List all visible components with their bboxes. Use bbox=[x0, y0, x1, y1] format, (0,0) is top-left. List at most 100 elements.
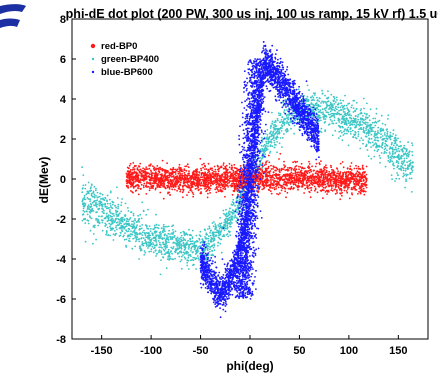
scatter-point-green-bp400 bbox=[133, 225, 136, 228]
scatter-point-green-bp400 bbox=[355, 122, 358, 124]
scatter-point-red-bp0 bbox=[149, 164, 152, 167]
scatter-point-green-bp400 bbox=[222, 209, 225, 212]
scatter-point-green-bp400 bbox=[228, 210, 231, 213]
scatter-point-red-bp0 bbox=[261, 169, 264, 172]
scatter-point-green-bp400 bbox=[169, 257, 172, 260]
scatter-point-green-bp400 bbox=[140, 217, 143, 220]
scatter-point-green-bp400 bbox=[108, 222, 111, 225]
scatter-point-green-bp400 bbox=[283, 117, 286, 120]
scatter-point-green-bp400 bbox=[293, 132, 295, 135]
scatter-point-green-bp400 bbox=[104, 205, 107, 208]
scatter-point-red-bp0 bbox=[327, 179, 329, 182]
scatter-point-green-bp400 bbox=[405, 180, 407, 183]
scatter-point-green-bp400 bbox=[109, 229, 112, 232]
scatter-point-green-bp400 bbox=[316, 104, 319, 107]
scatter-point-green-bp400 bbox=[191, 242, 194, 245]
scatter-point-green-bp400 bbox=[139, 228, 142, 231]
scatter-point-green-bp400 bbox=[100, 198, 102, 200]
scatter-point-green-bp400 bbox=[220, 222, 223, 225]
scatter-point-green-bp400 bbox=[334, 129, 337, 132]
scatter-point-green-bp400 bbox=[154, 236, 156, 239]
scatter-point-red-bp0 bbox=[308, 191, 311, 194]
scatter-point-green-bp400 bbox=[109, 234, 111, 237]
scatter-point-green-bp400 bbox=[176, 240, 179, 243]
scatter-point-green-bp400 bbox=[226, 215, 229, 218]
scatter-point-red-bp0 bbox=[228, 166, 231, 169]
scatter-point-green-bp400 bbox=[112, 239, 115, 241]
scatter-point-green-bp400 bbox=[387, 154, 390, 157]
scatter-point-green-bp400 bbox=[167, 241, 170, 244]
scatter-point-green-bp400 bbox=[333, 119, 336, 122]
scatter-point-green-bp400 bbox=[374, 117, 377, 120]
scatter-point-green-bp400 bbox=[210, 245, 213, 248]
scatter-point-green-bp400 bbox=[316, 96, 318, 99]
scatter-point-red-bp0 bbox=[302, 181, 305, 183]
scatter-point-green-bp400 bbox=[207, 240, 210, 242]
scatter-point-green-bp400 bbox=[139, 249, 142, 252]
scatter-point-green-bp400 bbox=[211, 231, 214, 234]
scatter-point-green-bp400 bbox=[105, 223, 107, 226]
scatter-point-green-bp400 bbox=[366, 102, 368, 105]
scatter-point-red-bp0 bbox=[215, 191, 218, 194]
scatter-point-red-bp0 bbox=[290, 171, 293, 174]
scatter-point-green-bp400 bbox=[405, 174, 408, 177]
scatter-point-red-bp0 bbox=[317, 170, 320, 173]
scatter-point-green-bp400 bbox=[402, 162, 405, 164]
scatter-point-green-bp400 bbox=[86, 192, 89, 195]
scatter-point-green-bp400 bbox=[360, 112, 362, 115]
scatter-point-red-bp0 bbox=[196, 187, 198, 190]
scatter-point-green-bp400 bbox=[231, 201, 234, 203]
scatter-point-green-bp400 bbox=[271, 145, 274, 148]
scatter-point-green-bp400 bbox=[401, 160, 403, 163]
scatter-point-green-bp400 bbox=[352, 107, 355, 109]
scatter-point-red-bp0 bbox=[278, 170, 281, 172]
scatter-point-red-bp0 bbox=[351, 188, 354, 191]
scatter-point-red-bp0 bbox=[315, 178, 318, 181]
scatter-point-green-bp400 bbox=[166, 246, 168, 249]
scatter-point-green-bp400 bbox=[82, 203, 84, 206]
scatter-point-green-bp400 bbox=[411, 142, 413, 145]
scatter-point-green-bp400 bbox=[342, 115, 344, 117]
scatter-point-red-bp0 bbox=[230, 164, 233, 167]
scatter-point-green-bp400 bbox=[354, 131, 356, 133]
scatter-point-red-bp0 bbox=[132, 167, 135, 169]
scatter-point-green-bp400 bbox=[345, 117, 348, 120]
scatter-point-green-bp400 bbox=[143, 242, 146, 245]
scatter-point-red-bp0 bbox=[265, 185, 268, 188]
scatter-point-green-bp400 bbox=[97, 224, 100, 227]
scatter-point-red-bp0 bbox=[234, 183, 236, 185]
scatter-point-green-bp400 bbox=[367, 132, 370, 135]
scatter-point-red-bp0 bbox=[148, 173, 151, 176]
scatter-point-green-bp400 bbox=[162, 223, 165, 226]
scatter-point-red-bp0 bbox=[347, 170, 350, 173]
scatter-point-red-bp0 bbox=[290, 185, 293, 188]
scatter-point-green-bp400 bbox=[181, 245, 183, 247]
scatter-point-green-bp400 bbox=[376, 150, 379, 153]
scatter-point-red-bp0 bbox=[207, 192, 209, 195]
scatter-point-green-bp400 bbox=[224, 225, 227, 228]
scatter-point-red-bp0 bbox=[185, 169, 188, 172]
scatter-point-green-bp400 bbox=[124, 202, 127, 205]
scatter-point-green-bp400 bbox=[183, 253, 186, 255]
scatter-point-red-bp0 bbox=[309, 168, 312, 171]
scatter-point-green-bp400 bbox=[211, 250, 214, 252]
scatter-point-green-bp400 bbox=[365, 113, 368, 116]
scatter-point-red-bp0 bbox=[191, 191, 194, 194]
scatter-point-red-bp0 bbox=[221, 190, 223, 193]
scatter-point-green-bp400 bbox=[337, 106, 340, 109]
scatter-point-red-bp0 bbox=[320, 160, 322, 163]
scatter-point-green-bp400 bbox=[348, 114, 350, 117]
scatter-point-green-bp400 bbox=[152, 251, 155, 254]
scatter-point-green-bp400 bbox=[332, 106, 334, 109]
scatter-point-red-bp0 bbox=[315, 162, 318, 165]
scatter-point-green-bp400 bbox=[120, 222, 122, 225]
scatter-point-green-bp400 bbox=[272, 126, 275, 129]
scatter-point-green-bp400 bbox=[143, 253, 146, 256]
scatter-point-green-bp400 bbox=[220, 230, 223, 232]
scatter-point-green-bp400 bbox=[369, 108, 372, 111]
scatter-point-green-bp400 bbox=[213, 249, 216, 252]
scatter-point-red-bp0 bbox=[322, 180, 325, 183]
scatter-point-red-bp0 bbox=[204, 168, 206, 171]
scatter-point-green-bp400 bbox=[324, 109, 327, 112]
scatter-point-green-bp400 bbox=[104, 217, 107, 220]
